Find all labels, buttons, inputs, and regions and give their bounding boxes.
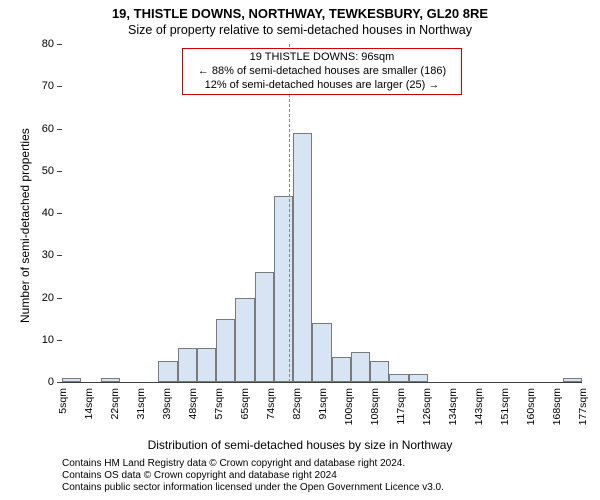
x-tick-label: 160sqm: [525, 388, 537, 425]
y-tick-label: 70: [42, 80, 54, 92]
y-tick: [57, 213, 62, 214]
x-tick-label: 126sqm: [421, 388, 433, 425]
x-tick-label: 31sqm: [135, 388, 147, 420]
x-tick-label: 74sqm: [265, 388, 277, 420]
annotation-line1: 19 THISTLE DOWNS: 96sqm: [187, 51, 457, 65]
x-tick-label: 143sqm: [473, 388, 485, 425]
x-tick-label: 57sqm: [213, 388, 225, 420]
histogram-bar: [409, 374, 428, 382]
x-tick-label: 168sqm: [551, 388, 563, 425]
y-tick-label: 0: [48, 376, 54, 388]
y-tick: [57, 340, 62, 341]
footer-line1: Contains HM Land Registry data © Crown c…: [62, 458, 444, 470]
histogram-bar: [293, 133, 312, 382]
x-tick-label: 39sqm: [161, 388, 173, 420]
x-tick-label: 65sqm: [239, 388, 251, 420]
y-tick-label: 50: [42, 165, 54, 177]
histogram-bar: [389, 374, 408, 382]
histogram-bar: [563, 378, 582, 382]
y-tick-label: 40: [42, 207, 54, 219]
y-tick-label: 20: [42, 292, 54, 304]
y-tick: [57, 86, 62, 87]
y-tick: [57, 298, 62, 299]
x-tick-label: 177sqm: [577, 388, 589, 425]
x-tick-label: 91sqm: [317, 388, 329, 420]
chart-title-line1: 19, THISTLE DOWNS, NORTHWAY, TEWKESBURY,…: [0, 6, 600, 21]
histogram-bar: [101, 378, 120, 382]
histogram-bar: [158, 361, 177, 382]
footer-line3: Contains public sector information licen…: [62, 482, 444, 494]
y-tick: [57, 382, 62, 383]
histogram-bar: [370, 361, 389, 382]
histogram-bar: [351, 352, 370, 382]
footer-attribution: Contains HM Land Registry data © Crown c…: [62, 458, 444, 494]
footer-line2: Contains OS data © Crown copyright and d…: [62, 470, 444, 482]
histogram-bar: [62, 378, 81, 382]
histogram-bar: [255, 272, 274, 382]
y-tick: [57, 171, 62, 172]
annotation-line2: ← 88% of semi-detached houses are smalle…: [187, 65, 457, 79]
y-tick-label: 80: [42, 38, 54, 50]
histogram-bar: [312, 323, 331, 382]
x-tick-label: 134sqm: [447, 388, 459, 425]
annotation-line3: 12% of semi-detached houses are larger (…: [187, 79, 457, 93]
x-tick-label: 100sqm: [343, 388, 355, 425]
x-tick-label: 108sqm: [369, 388, 381, 425]
histogram-bar: [235, 298, 254, 383]
histogram-bar: [216, 319, 235, 382]
annotation-box: 19 THISTLE DOWNS: 96sqm ← 88% of semi-de…: [182, 48, 462, 95]
chart-title-line2: Size of property relative to semi-detach…: [0, 23, 600, 37]
y-tick: [57, 129, 62, 130]
x-tick-label: 22sqm: [109, 388, 121, 420]
y-tick-label: 60: [42, 123, 54, 135]
chart-container: { "title_line1": "19, THISTLE DOWNS, NOR…: [0, 0, 600, 500]
y-axis-label: Number of semi-detached properties: [18, 128, 32, 323]
y-tick-label: 30: [42, 249, 54, 261]
x-tick-label: 151sqm: [499, 388, 511, 425]
x-tick-label: 5sqm: [57, 388, 69, 414]
x-tick-label: 82sqm: [291, 388, 303, 420]
x-tick-label: 117sqm: [395, 388, 407, 425]
histogram-bar: [197, 348, 216, 382]
y-tick: [57, 255, 62, 256]
histogram-bar: [332, 357, 351, 382]
x-axis-label: Distribution of semi-detached houses by …: [0, 438, 600, 452]
y-tick-label: 10: [42, 334, 54, 346]
x-tick-label: 14sqm: [83, 388, 95, 420]
y-tick: [57, 44, 62, 45]
histogram-bar: [178, 348, 197, 382]
x-tick-label: 48sqm: [187, 388, 199, 420]
